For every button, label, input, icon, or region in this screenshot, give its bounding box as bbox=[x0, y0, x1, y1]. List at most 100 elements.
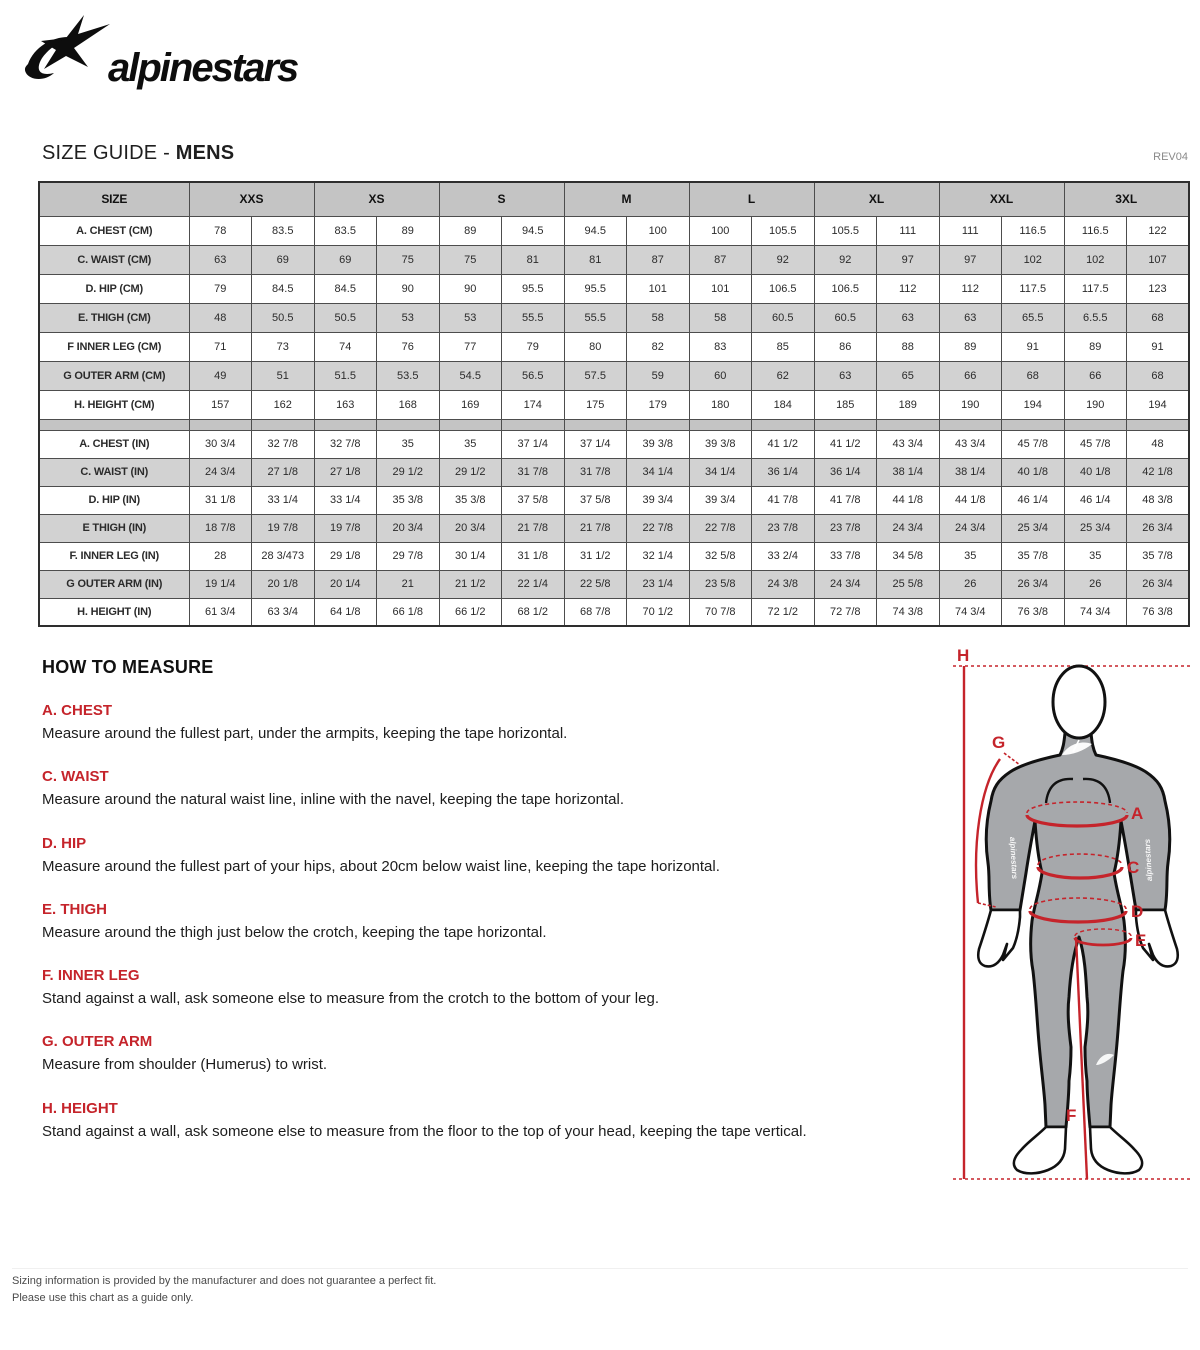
measure-section: A. CHEST Measure around the fullest part,… bbox=[42, 702, 922, 744]
measure-section-title: G. OUTER ARM bbox=[42, 1033, 153, 1051]
value-cell: 74 3/8 bbox=[876, 597, 940, 627]
value-cell: 69 bbox=[313, 244, 377, 275]
value-cell: 101 bbox=[688, 273, 752, 304]
measurement-row: D. HIP (IN) 31 1/8 33 1/4 33 1/4 35 3/8 35 3/… bbox=[38, 485, 1190, 515]
row-label: E. THIGH (CM) bbox=[38, 302, 190, 333]
value-cell: 34 1/4 bbox=[626, 457, 690, 487]
figure-head bbox=[1051, 664, 1107, 740]
value-cell: 27 1/8 bbox=[251, 457, 315, 487]
measure-section: E. THIGH Measure around the thigh just be… bbox=[42, 901, 922, 943]
value-cell: 26 3/4 bbox=[1001, 569, 1065, 599]
chest-measure-line bbox=[1025, 814, 1129, 828]
value-cell: 69 bbox=[251, 244, 315, 275]
value-cell: 66 bbox=[1063, 360, 1127, 391]
value-cell: 116.5 bbox=[1001, 215, 1065, 246]
value-cell: 33 1/4 bbox=[313, 485, 377, 515]
value-cell: 102 bbox=[1063, 244, 1127, 275]
footer-disclaimer: Sizing information is provided by the ma… bbox=[12, 1268, 1188, 1307]
value-cell: 157 bbox=[188, 389, 252, 420]
value-cell: 71 bbox=[188, 331, 252, 362]
value-cell: 79 bbox=[501, 331, 565, 362]
value-cell: 33 2/4 bbox=[751, 541, 815, 571]
measure-section: D. HIP Measure around the fullest part of… bbox=[42, 835, 922, 877]
value-cell: 30 3/4 bbox=[188, 429, 252, 459]
value-cell: 20 1/4 bbox=[313, 569, 377, 599]
figure-right-foot bbox=[1088, 1125, 1144, 1175]
divider-cell bbox=[1063, 418, 1127, 431]
size-column-header: XL bbox=[813, 181, 940, 217]
body-diagram-svg: alpinestars alpinestars H G A C D E F bbox=[953, 646, 1190, 1180]
page-title-prefix: SIZE GUIDE - bbox=[42, 142, 176, 164]
value-cell: 58 bbox=[626, 302, 690, 333]
figure-right-pec-line bbox=[1082, 777, 1112, 804]
value-cell: 111 bbox=[938, 215, 1002, 246]
value-cell: 28 bbox=[188, 541, 252, 571]
how-to-measure-sections: A. CHEST Measure around the fullest part,… bbox=[42, 702, 922, 1142]
value-cell: 106.5 bbox=[751, 273, 815, 304]
value-cell: 64 1/8 bbox=[313, 597, 377, 627]
value-cell: 74 3/4 bbox=[938, 597, 1002, 627]
value-cell: 43 3/4 bbox=[938, 429, 1002, 459]
value-cell: 31 7/8 bbox=[563, 457, 627, 487]
divider-cell bbox=[813, 418, 877, 431]
value-cell: 174 bbox=[501, 389, 565, 420]
row-label: A. CHEST (CM) bbox=[38, 215, 190, 246]
value-cell: 43 3/4 bbox=[876, 429, 940, 459]
value-cell: 106.5 bbox=[813, 273, 877, 304]
value-cell: 65.5 bbox=[1001, 302, 1065, 333]
measure-section-description: Measure around the fullest part of your … bbox=[42, 857, 720, 875]
measure-section-title: E. THIGH bbox=[42, 900, 108, 918]
measurement-row: E THIGH (IN) 18 7/8 19 7/8 19 7/8 20 3/4 20 3… bbox=[38, 513, 1190, 543]
value-cell: 35 7/8 bbox=[1126, 541, 1190, 571]
value-cell: 77 bbox=[438, 331, 502, 362]
value-cell: 122 bbox=[1126, 215, 1190, 246]
value-cell: 70 1/2 bbox=[626, 597, 690, 627]
value-cell: 24 3/4 bbox=[188, 457, 252, 487]
value-cell: 23 7/8 bbox=[813, 513, 877, 543]
divider-cell bbox=[251, 418, 315, 431]
measure-section-description: Measure around the fullest part, under t… bbox=[42, 725, 568, 742]
thigh-measure-back-arc bbox=[1074, 928, 1132, 937]
value-cell: 175 bbox=[563, 389, 627, 420]
value-cell: 25 3/4 bbox=[1063, 513, 1127, 543]
measure-section: C. WAIST Measure around the natural waist… bbox=[42, 768, 922, 810]
value-cell: 87 bbox=[688, 244, 752, 275]
value-cell: 49 bbox=[188, 360, 252, 391]
outer-arm-top-dotted bbox=[1003, 752, 1021, 766]
value-cell: 73 bbox=[251, 331, 315, 362]
value-cell: 39 3/8 bbox=[688, 429, 752, 459]
value-cell: 76 3/8 bbox=[1001, 597, 1065, 627]
value-cell: 23 5/8 bbox=[688, 569, 752, 599]
figure-body bbox=[984, 731, 1172, 1129]
value-cell: 95.5 bbox=[563, 273, 627, 304]
measure-section-title: H. HEIGHT bbox=[42, 1099, 118, 1117]
value-cell: 80 bbox=[563, 331, 627, 362]
label-chest: A bbox=[1131, 804, 1143, 823]
value-cell: 37 1/4 bbox=[501, 429, 565, 459]
value-cell: 91 bbox=[1001, 331, 1065, 362]
measurement-row: F. INNER LEG (IN) 28 28 3/473 29 1/8 29 7/8 3… bbox=[38, 541, 1190, 571]
value-cell: 56.5 bbox=[501, 360, 565, 391]
size-column-header: L bbox=[688, 181, 815, 217]
value-cell: 53.5 bbox=[376, 360, 440, 391]
value-cell: 66 1/8 bbox=[376, 597, 440, 627]
value-cell: 184 bbox=[751, 389, 815, 420]
measure-section-description: Measure around the natural waist line, i… bbox=[42, 791, 625, 809]
measure-section: G. OUTER ARM Measure from shoulder (Humer… bbox=[42, 1033, 922, 1075]
measurement-diagram: alpinestars alpinestars H G A C D E F bbox=[938, 645, 1198, 1193]
measure-section-title: C. WAIST bbox=[42, 768, 109, 786]
value-cell: 79 bbox=[188, 273, 252, 304]
value-cell: 179 bbox=[626, 389, 690, 420]
divider-cell bbox=[938, 418, 1002, 431]
measure-section-description: Measure from shoulder (Humerus) to wrist… bbox=[42, 1056, 328, 1074]
value-cell: 50.5 bbox=[251, 302, 315, 333]
value-cell: 50.5 bbox=[313, 302, 377, 333]
value-cell: 39 3/8 bbox=[626, 429, 690, 459]
value-cell: 41 7/8 bbox=[751, 485, 815, 515]
value-cell: 22 7/8 bbox=[688, 513, 752, 543]
value-cell: 37 1/4 bbox=[563, 429, 627, 459]
value-cell: 102 bbox=[1001, 244, 1065, 275]
how-to-measure: HOW TO MEASURE A. CHEST Measure around th… bbox=[42, 657, 922, 1142]
value-cell: 35 7/8 bbox=[1001, 541, 1065, 571]
